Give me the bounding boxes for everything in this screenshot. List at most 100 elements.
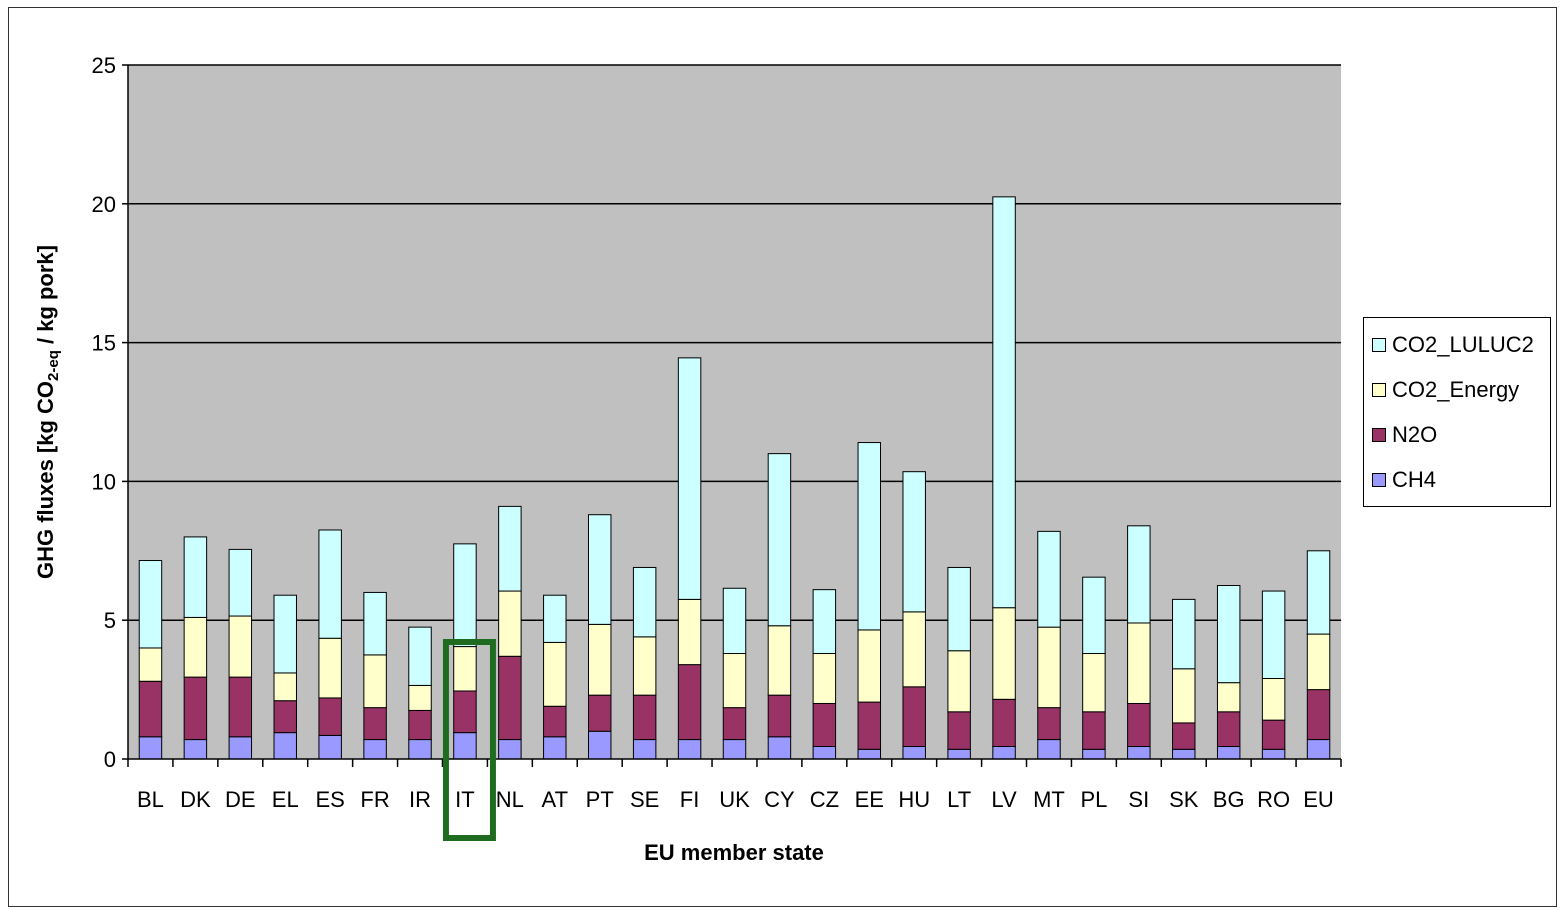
bar-segment-co2-energy-bg [1216,682,1241,713]
bar-segment-ch4-eu [1306,739,1331,760]
y-tick-label: 10 [92,469,116,494]
x-tick-label: LV [991,787,1017,812]
legend-swatch [1372,473,1386,487]
bar-segment-n2o-de [228,676,253,738]
legend: CO2_LULUC2 CO2_Energy N2O CH4 [1363,317,1551,507]
bar-segment-co2-luluc2-fi [677,357,702,600]
bar-segment-n2o-bl [138,680,163,738]
y-tick-label: 20 [92,192,116,217]
bar-segment-co2-energy-ir [408,684,432,711]
bar-segment-co2-energy-fr [363,654,387,709]
x-tick-label: EU [1303,787,1334,812]
bar-segment-n2o-es [318,697,342,736]
bar-segment-n2o-pl [1082,711,1106,750]
bar-segment-ch4-cy [767,736,792,760]
bar-segment-co2-luluc2-fr [363,591,387,656]
legend-item-n2o: N2O [1372,420,1437,450]
bar-segment-ch4-se [632,739,657,760]
bar-segment-co2-luluc2-lt [947,566,971,652]
bar-segment-ch4-lv [992,746,1016,760]
bar-segment-co2-luluc2-nl [498,505,522,592]
legend-swatch [1372,383,1386,397]
bar-segment-ch4-sk [1172,748,1196,760]
y-tick-label: 25 [92,53,116,78]
x-tick-label: LT [947,787,971,812]
bar-segment-co2-luluc2-hu [902,471,926,613]
x-tick-label: HU [898,787,930,812]
x-tick-label: DK [180,787,211,812]
x-tick-label: AT [542,787,568,812]
bar-segment-co2-energy-hu [902,611,926,688]
bar-segment-co2-luluc2-de [228,548,253,617]
y-tick-label: 15 [92,331,116,356]
bar-segment-co2-luluc2-bl [138,560,163,649]
bar-segment-co2-energy-cy [767,625,792,696]
x-tick-label: SE [630,787,659,812]
bar-segment-n2o-se [632,694,657,741]
x-tick-label: BG [1213,787,1245,812]
bar-segment-n2o-si [1127,702,1151,748]
bar-segment-ch4-si [1127,746,1151,760]
bar-segment-co2-energy-si [1127,622,1151,704]
x-tick-label: FR [360,787,389,812]
bar-segment-ch4-el [273,732,297,760]
bar-segment-n2o-uk [722,707,747,741]
bar-segment-n2o-hu [902,686,926,748]
bar-segment-ch4-fr [363,739,387,760]
x-tick-label: DE [225,787,256,812]
bar-segment-co2-luluc2-dk [183,536,208,618]
bar-segment-ch4-nl [498,739,522,760]
bar-segment-co2-luluc2-sk [1172,598,1196,670]
bar-segment-ch4-ir [408,739,432,760]
bar-segment-co2-energy-lv [992,607,1016,700]
bar-segment-co2-energy-dk [183,616,208,678]
bar-segment-n2o-cy [767,694,792,738]
bar-segment-n2o-mt [1037,707,1061,741]
bar-segment-co2-energy-lt [947,650,971,713]
bar-segment-co2-luluc2-ro [1261,590,1286,679]
bar-segment-co2-luluc2-lv [992,196,1016,609]
bar-segment-ch4-pt [587,730,612,760]
bar-segment-co2-luluc2-uk [722,587,747,655]
bar-segment-co2-energy-pl [1082,653,1106,713]
bar-segment-n2o-fr [363,707,387,741]
x-tick-label: IT [455,787,475,812]
bar-segment-ch4-uk [722,739,747,760]
bar-segment-ch4-mt [1037,739,1061,760]
y-tick-label: 0 [104,747,116,772]
bar-segment-co2-energy-ee [857,629,882,703]
bar-segment-n2o-sk [1172,722,1196,750]
bar-segment-ch4-cz [812,746,837,760]
bar-segment-co2-energy-el [273,672,297,702]
x-tick-label: SK [1169,787,1199,812]
x-tick-label: SI [1128,787,1149,812]
bar-segment-n2o-ee [857,701,882,750]
bar-segment-co2-luluc2-se [632,566,657,638]
bar-segment-n2o-lt [947,711,971,750]
bar-segment-co2-luluc2-it [453,543,477,648]
bar-segment-ch4-de [228,736,253,760]
bar-segment-co2-energy-it [453,646,477,692]
bar-segment-co2-luluc2-cy [767,453,792,627]
bar-segment-co2-energy-de [228,615,253,678]
bar-segment-n2o-pt [587,694,612,732]
legend-swatch [1372,338,1386,352]
bar-segment-ch4-dk [183,739,208,760]
bar-segment-ch4-it [453,732,477,760]
bar-segment-n2o-eu [1306,689,1331,741]
x-tick-label: FI [680,787,700,812]
bar-segment-n2o-bg [1216,711,1241,748]
bar-segment-n2o-cz [812,702,837,748]
bar-segment-ch4-fi [677,739,702,760]
bar-segment-ch4-ro [1261,748,1286,760]
bar-segment-co2-energy-cz [812,653,837,704]
legend-label: CO2_Energy [1392,377,1520,402]
bar-segment-co2-energy-nl [498,590,522,657]
highlight-box [442,639,496,841]
bar-segment-co2-energy-mt [1037,626,1061,709]
bar-segment-ch4-pl [1082,748,1106,760]
x-tick-label: RO [1257,787,1290,812]
x-ticks: BL DK DE EL ES FR IR IT NL AT PT SE FI UK CY CZ EE HU LT LV… [127,759,1342,812]
x-axis-title: EU member state [644,840,824,865]
